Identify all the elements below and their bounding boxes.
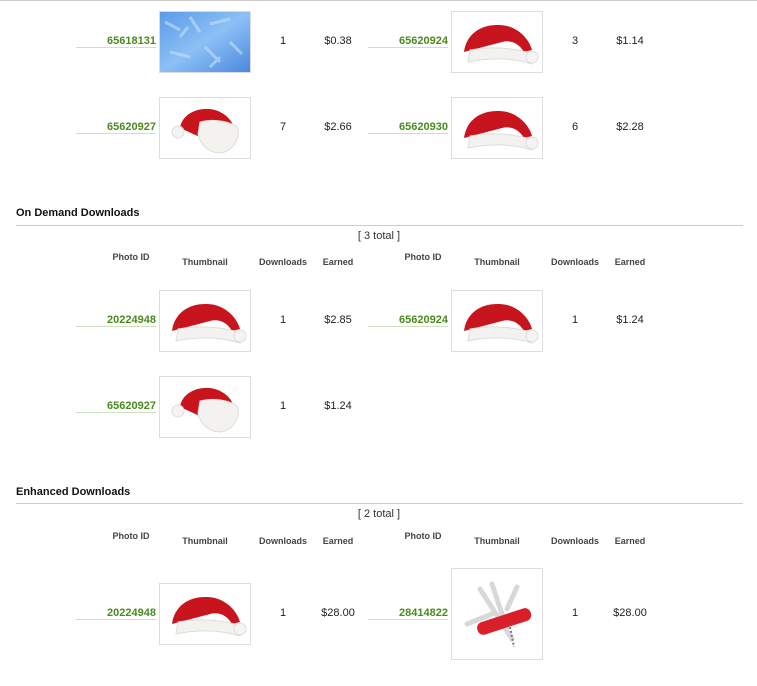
thumbnail-swiss-army-knife[interactable]: [451, 568, 543, 660]
total-count: [ 2 total ]: [357, 508, 401, 520]
downloads-count: 1: [279, 607, 287, 619]
section-divider: [16, 225, 743, 226]
downloads-count: 3: [571, 35, 579, 47]
downloads-count: 1: [571, 314, 579, 326]
downloads-count: 1: [571, 607, 579, 619]
section-title: Enhanced Downloads: [16, 486, 131, 498]
thumbnail-santa-hat-tilted[interactable]: [159, 97, 251, 159]
column-header-earned: Earned: [614, 536, 646, 546]
photo-id-link[interactable]: 65620927: [76, 121, 156, 134]
thumbnail-santa-hat[interactable]: [451, 97, 543, 159]
earned-amount: $1.14: [616, 35, 644, 47]
column-header-thumbnail: Thumbnail: [182, 536, 228, 546]
column-header-downloads: Downloads: [550, 257, 599, 267]
photo-id-link[interactable]: 65620930: [368, 121, 448, 134]
thumbnail-santa-hat[interactable]: [159, 583, 251, 645]
photo-id-link[interactable]: 65618131: [76, 35, 156, 48]
thumbnail-blue-texture[interactable]: [159, 11, 251, 73]
photo-id-link[interactable]: 65620924: [368, 35, 448, 48]
column-header-downloads: Downloads: [258, 536, 307, 546]
column-header-photo-id: Photo ID: [404, 531, 442, 541]
top-divider: [0, 0, 757, 1]
downloads-count: 1: [279, 400, 287, 412]
earned-amount: $0.38: [324, 35, 352, 47]
photo-id-link[interactable]: 65620927: [76, 400, 156, 413]
earned-amount: $28.00: [321, 607, 355, 619]
column-header-earned: Earned: [614, 257, 646, 267]
thumbnail-santa-hat[interactable]: [451, 290, 543, 352]
downloads-count: 1: [279, 35, 287, 47]
column-header-photo-id: Photo ID: [112, 252, 150, 262]
photo-id-link[interactable]: 20224948: [76, 607, 156, 620]
earned-amount: $2.85: [324, 314, 352, 326]
earned-amount: $1.24: [616, 314, 644, 326]
thumbnail-santa-hat[interactable]: [451, 11, 543, 73]
column-header-earned: Earned: [322, 536, 354, 546]
thumbnail-santa-hat[interactable]: [159, 290, 251, 352]
earned-amount: $2.28: [616, 121, 644, 133]
downloads-count: 7: [279, 121, 287, 133]
column-header-photo-id: Photo ID: [112, 531, 150, 541]
column-header-downloads: Downloads: [550, 536, 599, 546]
photo-id-link[interactable]: 65620924: [368, 314, 448, 327]
section-title: On Demand Downloads: [16, 207, 140, 219]
column-header-photo-id: Photo ID: [404, 252, 442, 262]
column-header-thumbnail: Thumbnail: [182, 257, 228, 267]
total-count: [ 3 total ]: [357, 230, 401, 242]
photo-id-link[interactable]: 28414822: [368, 607, 448, 620]
earned-amount: $2.66: [324, 121, 352, 133]
downloads-count: 1: [279, 314, 287, 326]
column-header-earned: Earned: [322, 257, 354, 267]
column-header-downloads: Downloads: [258, 257, 307, 267]
section-divider: [16, 503, 743, 504]
earned-amount: $1.24: [324, 400, 352, 412]
column-header-thumbnail: Thumbnail: [474, 536, 520, 546]
downloads-count: 6: [571, 121, 579, 133]
earned-amount: $28.00: [613, 607, 647, 619]
column-header-thumbnail: Thumbnail: [474, 257, 520, 267]
photo-id-link[interactable]: 20224948: [76, 314, 156, 327]
thumbnail-santa-hat-tilted[interactable]: [159, 376, 251, 438]
